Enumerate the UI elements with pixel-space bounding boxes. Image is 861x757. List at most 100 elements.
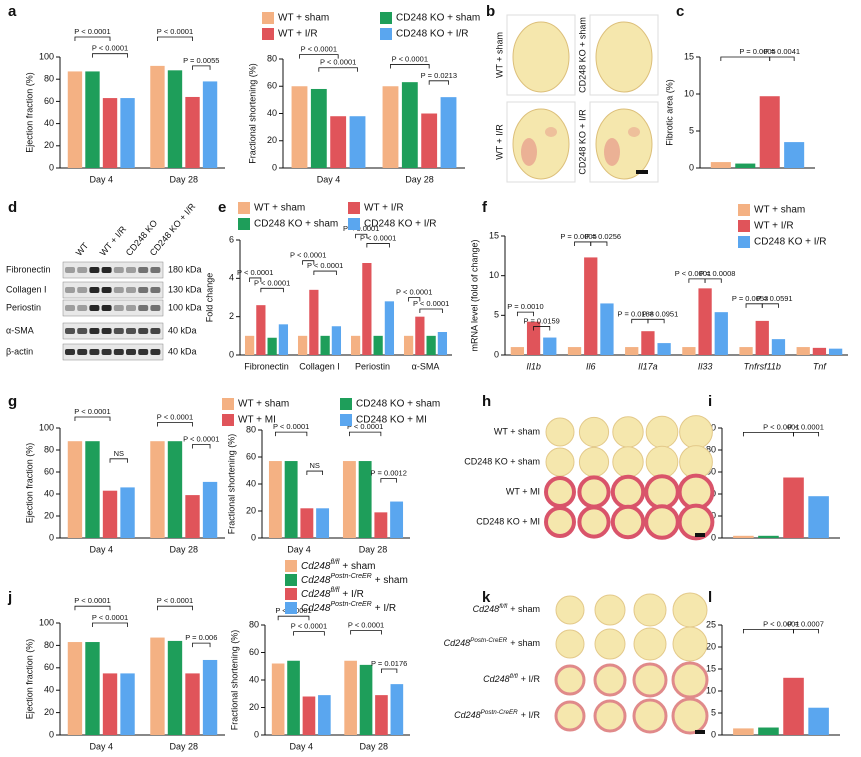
significance-bracket <box>293 631 325 636</box>
legend-swatch <box>222 398 234 410</box>
bar <box>350 335 361 355</box>
heart-slice <box>554 700 586 732</box>
x-tick-label: Tnfrsf11b <box>744 361 781 371</box>
p-value: P < 0.0001 <box>360 233 396 242</box>
x-tick-label: Day 28 <box>359 741 388 751</box>
p-value: NS <box>114 449 124 458</box>
x-tick-label: Fibronectin <box>244 361 289 371</box>
significance-bracket <box>92 622 128 627</box>
bar <box>291 86 308 168</box>
histology-label-rest: + sham <box>510 604 540 614</box>
histology-label: Cd248fl/fl + I/R <box>483 673 540 685</box>
heart-slice <box>545 417 575 447</box>
legend-label-sup: fl/fl <box>330 559 339 566</box>
bar <box>682 347 696 355</box>
legend-label-rest: + sham <box>375 575 408 586</box>
legend-swatch <box>738 236 750 248</box>
p-value: P < 0.0001 <box>92 613 128 622</box>
legend-swatch <box>285 588 297 600</box>
bar <box>167 441 183 538</box>
p-value: P < 0.0001 <box>157 596 193 605</box>
x-tick-label: Day 4 <box>289 741 313 751</box>
significance-bracket <box>366 243 390 248</box>
legend-label-gene: Cd248 <box>301 575 331 586</box>
lane-label: WT <box>74 240 91 258</box>
legend-swatch <box>348 218 360 230</box>
significance-bracket <box>192 444 211 449</box>
bar <box>297 335 308 355</box>
panel-letter: e <box>218 199 226 216</box>
bar <box>244 335 255 355</box>
bar <box>390 501 404 538</box>
bar <box>543 337 557 355</box>
blot-band <box>65 287 75 293</box>
bar <box>733 535 754 538</box>
legend-swatch <box>738 204 750 216</box>
legend-label-gene: Cd248 <box>301 589 331 600</box>
fibrosis <box>521 138 537 166</box>
y-tick-label: 0 <box>49 162 54 172</box>
bar <box>150 441 165 538</box>
y-tick-label: 10 <box>489 270 499 280</box>
y-tick-label: 80 <box>267 53 277 63</box>
bar <box>426 335 436 355</box>
bar <box>67 642 83 735</box>
p-value: P < 0.0001 <box>291 622 327 631</box>
x-tick-label: α-SMA <box>412 361 440 371</box>
fibrosis <box>604 138 620 166</box>
legend-label: CD248 KO + sham <box>356 399 440 410</box>
bar <box>120 487 135 538</box>
bar <box>375 695 388 735</box>
bar <box>625 347 639 355</box>
p-value: P = 0.0010 <box>507 302 543 311</box>
legend-swatch <box>738 220 750 232</box>
heart-slice <box>632 662 668 698</box>
legend-swatch <box>222 414 234 426</box>
bar <box>185 495 200 538</box>
y-tick-label: 60 <box>44 662 54 672</box>
y-axis-label: Fold change <box>204 273 214 323</box>
p-value: P = 0.0188 <box>618 309 654 318</box>
p-value: P < 0.0001 <box>74 596 110 605</box>
blot-band <box>89 287 100 293</box>
heart-slice <box>633 627 667 661</box>
blot-band <box>138 349 149 355</box>
bar <box>330 116 347 168</box>
legend-label: WT + I/R <box>278 29 318 40</box>
bar <box>150 65 165 168</box>
y-axis-label: Fractional shortening (%) <box>229 630 239 731</box>
bar <box>310 88 327 168</box>
significance-bracket <box>74 605 111 611</box>
y-tick-label: 20 <box>249 702 259 712</box>
blot-band <box>101 287 112 293</box>
blot-band <box>150 287 161 293</box>
y-axis-label: Ejection fraction (%) <box>24 639 34 720</box>
significance-bracket <box>742 629 794 634</box>
legend-label-gene: Cd248 <box>301 603 331 614</box>
blot-band <box>77 305 88 311</box>
legend-label: CD248 KO + I/R <box>364 219 437 230</box>
p-value: P = 0.0008 <box>699 269 735 278</box>
y-tick-label: 100 <box>39 51 54 61</box>
legend-label-sup: fl/fl <box>330 587 339 594</box>
kda-label: 40 kDa <box>168 325 197 335</box>
significance-bracket <box>381 668 398 673</box>
histology-label-gene: Cd248 <box>454 710 481 720</box>
blot-band <box>126 328 136 334</box>
p-value: P < 0.0001 <box>763 422 799 431</box>
significance-bracket <box>318 67 358 72</box>
legend-label: Cd248Postn-CreER + I/R <box>301 601 396 614</box>
p-value: P = 0.0256 <box>585 232 621 241</box>
p-value: P = 0.0041 <box>764 47 800 56</box>
bar <box>401 82 418 168</box>
bar <box>758 535 779 538</box>
bar <box>358 461 372 538</box>
heart-slice <box>612 446 644 478</box>
y-tick-label: 25 <box>706 619 716 629</box>
bar <box>85 642 100 735</box>
heart-slice <box>677 473 715 511</box>
p-value: P < 0.0001 <box>343 224 379 233</box>
y-axis-label: Ejection fraction (%) <box>24 72 34 153</box>
heart-slice <box>594 594 626 626</box>
bar <box>384 301 395 355</box>
